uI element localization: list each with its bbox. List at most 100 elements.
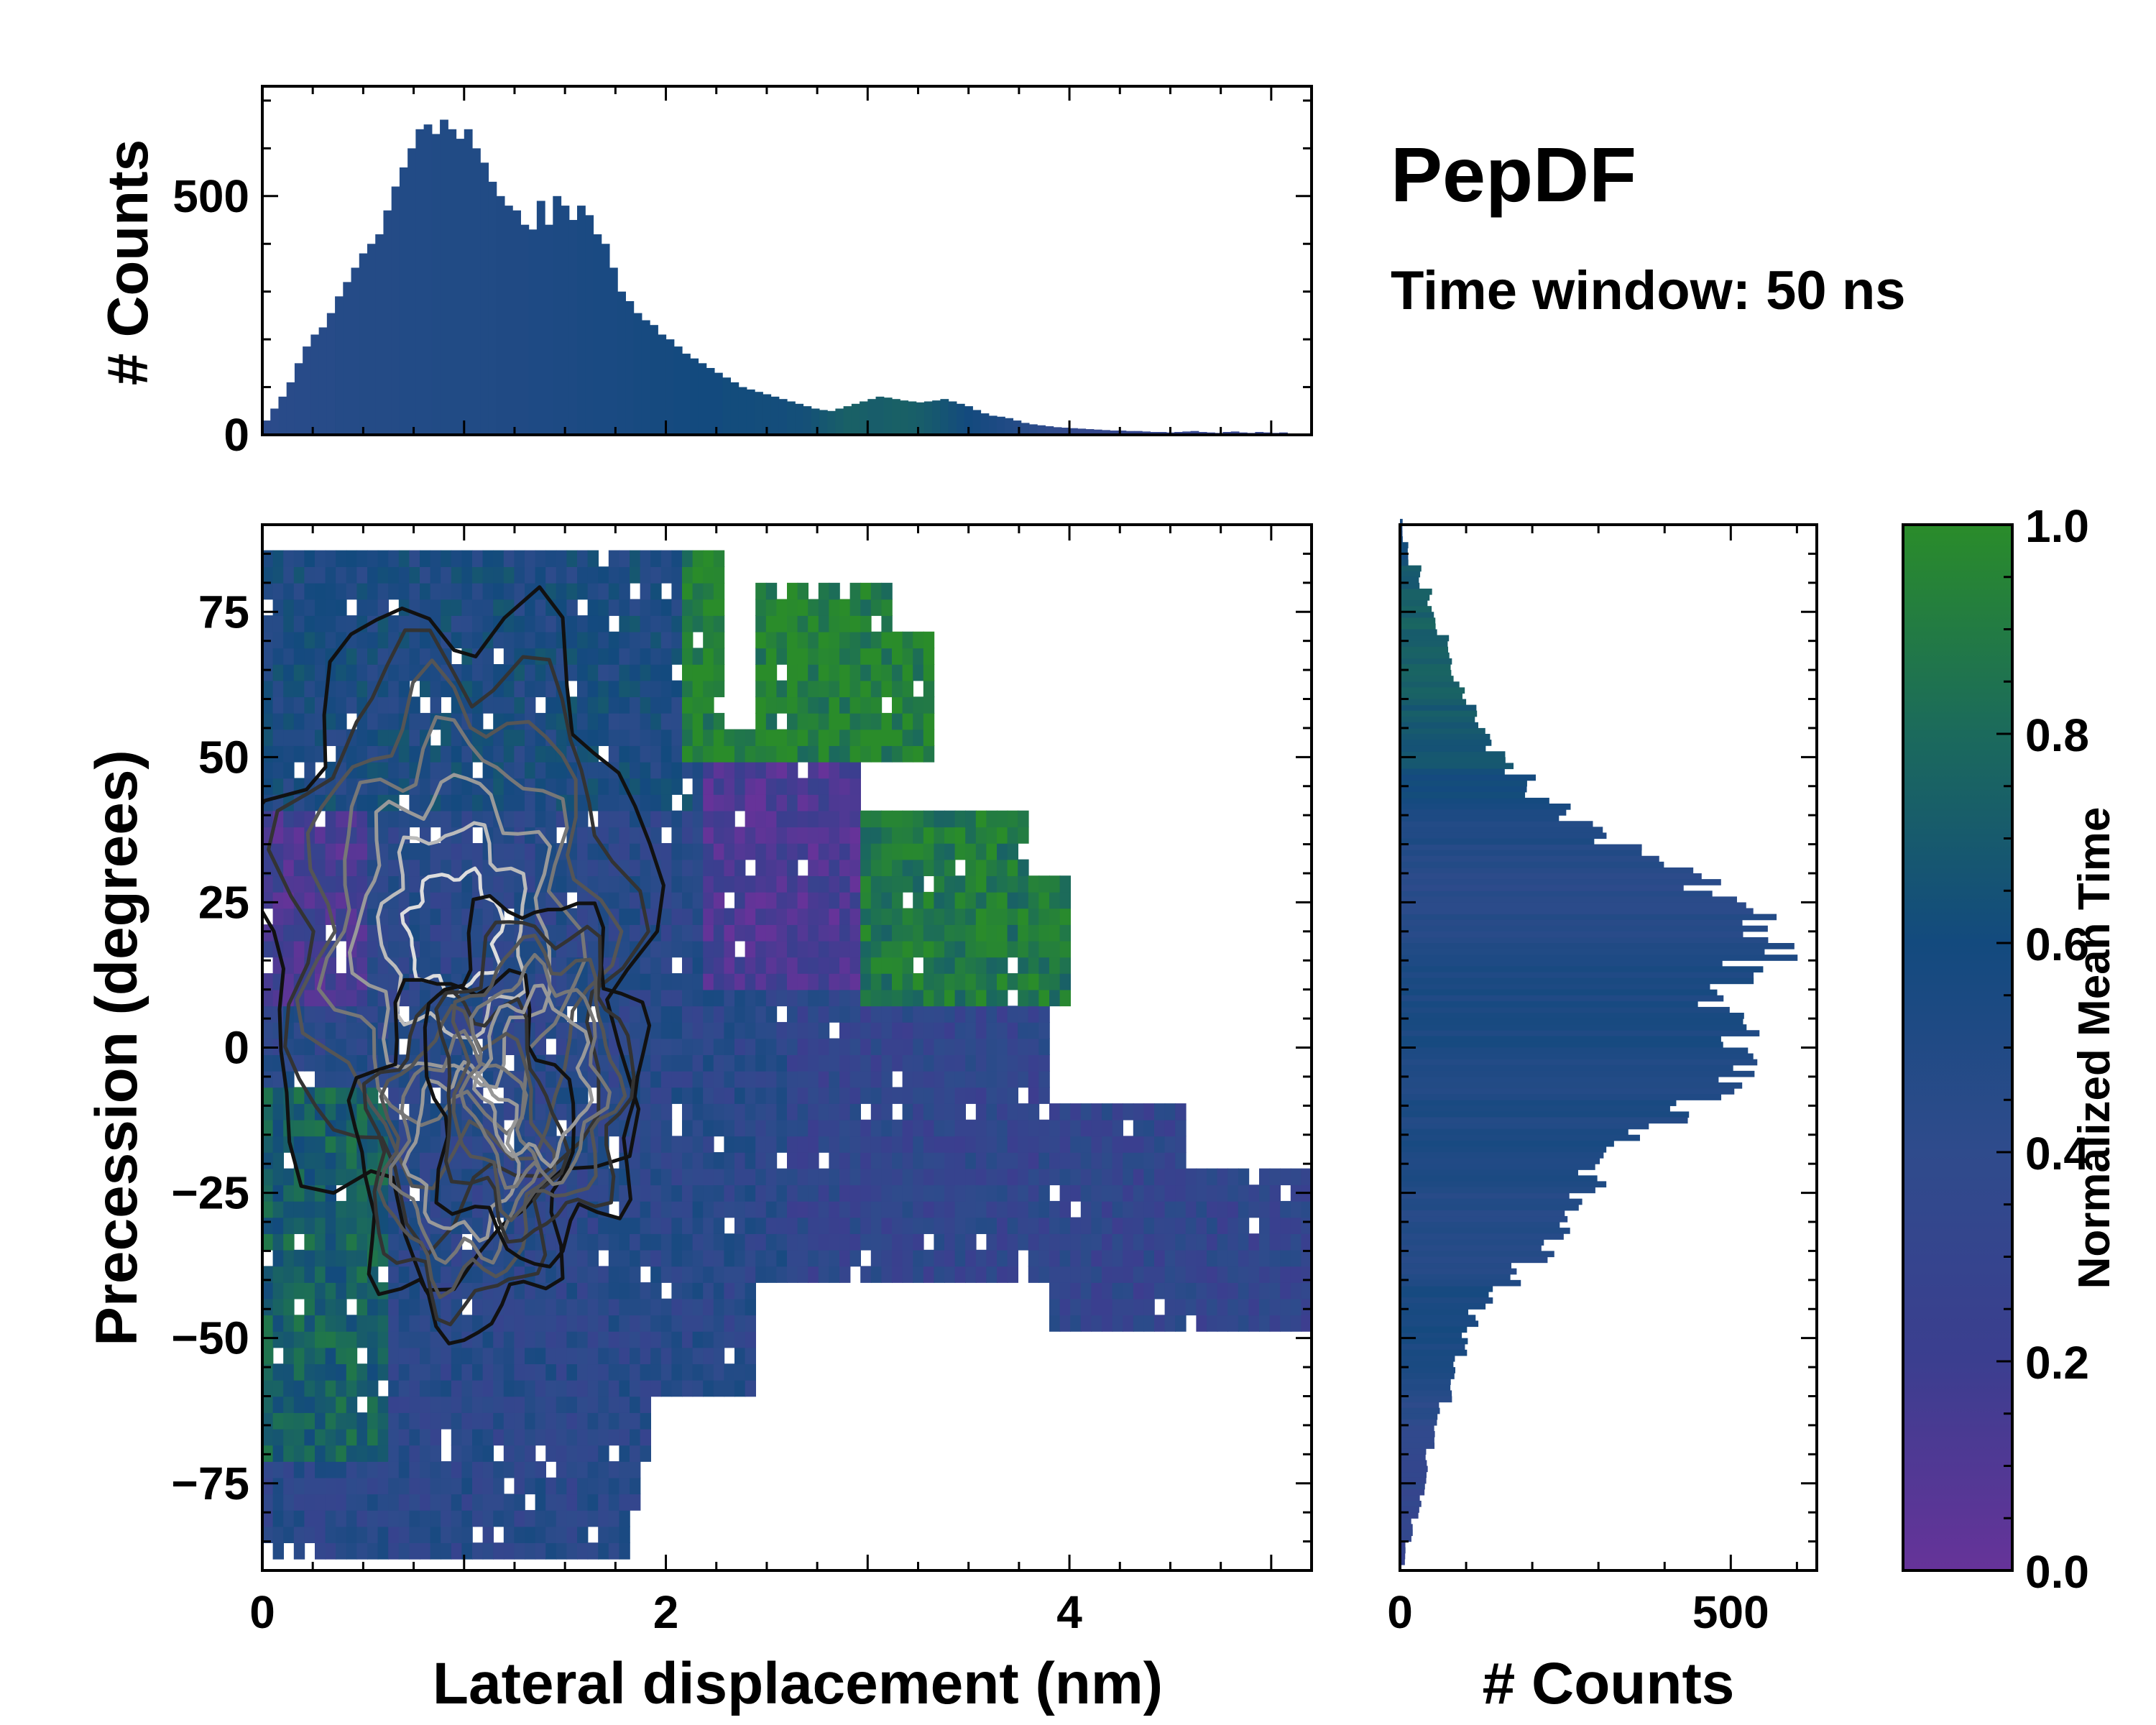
heatmap-cell	[293, 1428, 305, 1446]
heatmap-cell	[356, 1217, 368, 1234]
heatmap-cell	[1038, 1087, 1050, 1104]
right-histogram-bar	[1400, 1454, 1426, 1461]
heatmap-cell	[262, 891, 274, 909]
heatmap-cell	[818, 582, 830, 600]
heatmap-cell	[650, 1347, 662, 1365]
heatmap-cell	[902, 875, 913, 893]
heatmap-cell	[1164, 1282, 1176, 1300]
heatmap-cell	[283, 778, 295, 795]
heatmap-cell	[1080, 1136, 1092, 1153]
heatmap-cell	[892, 859, 903, 877]
heatmap-cell	[692, 1282, 704, 1300]
heatmap-cell	[420, 908, 431, 925]
heatmap-cell	[870, 1266, 883, 1283]
heatmap-cell	[293, 1315, 305, 1332]
heatmap-cell	[818, 599, 830, 616]
heatmap-cell	[745, 1038, 756, 1055]
heatmap-cell	[1175, 1184, 1187, 1202]
heatmap-cell	[787, 1038, 798, 1055]
heatmap-cell	[398, 1249, 410, 1267]
heatmap-cell	[640, 680, 651, 698]
heatmap-cell	[703, 827, 714, 844]
heatmap-cell	[860, 1087, 872, 1104]
heatmap-cell	[441, 712, 452, 730]
heatmap-cell	[660, 1347, 673, 1365]
colorbar-bar	[1902, 523, 2014, 1572]
heatmap-cell	[545, 1477, 557, 1495]
heatmap-cell	[692, 1233, 704, 1251]
heatmap-cell	[839, 1266, 851, 1283]
heatmap-cell	[787, 1006, 798, 1023]
heatmap-cell	[776, 1136, 788, 1153]
heatmap-cell	[975, 1217, 987, 1234]
heatmap-cell	[1175, 1168, 1187, 1186]
heatmap-cell	[870, 1168, 883, 1186]
heatmap-cell	[986, 1070, 998, 1088]
heatmap-cell	[1080, 1266, 1092, 1283]
heatmap-cell	[1280, 1233, 1291, 1251]
heatmap-cell	[892, 729, 903, 746]
heatmap-cell	[860, 1266, 872, 1283]
heatmap-cell	[472, 566, 484, 584]
heatmap-cell	[934, 1217, 945, 1234]
heatmap-cell	[619, 1542, 630, 1560]
heatmap-cell	[1269, 1233, 1281, 1251]
heatmap-cell	[671, 1282, 683, 1300]
heatmap-cell	[692, 924, 704, 942]
heatmap-cell	[934, 1021, 945, 1039]
heatmap-cell	[1007, 810, 1018, 828]
heatmap-cell	[671, 1363, 683, 1381]
heatmap-cell	[577, 1266, 589, 1283]
heatmap-cell	[336, 1038, 347, 1055]
heatmap-cell	[640, 778, 651, 795]
right-histogram-bar	[1400, 838, 1595, 845]
heatmap-cell	[1018, 1070, 1029, 1088]
heatmap-cell	[283, 1298, 295, 1316]
heatmap-cell	[755, 842, 767, 860]
heatmap-cell	[619, 1526, 630, 1543]
heatmap-cell	[1143, 1119, 1155, 1137]
heatmap-cell	[797, 891, 808, 909]
heatmap-cell	[944, 957, 956, 974]
right-histogram-bar	[1400, 582, 1420, 589]
heatmap-cell	[839, 842, 851, 860]
right-histogram-bar	[1400, 635, 1450, 642]
heatmap-cell	[1070, 1168, 1082, 1186]
heatmap-cell	[703, 648, 714, 665]
heatmap-cell	[650, 1249, 662, 1267]
heatmap-cell	[1207, 1217, 1218, 1234]
heatmap-cell	[272, 1168, 284, 1186]
heatmap-cell	[336, 794, 347, 811]
heatmap-cell	[293, 599, 305, 616]
heatmap-cell	[923, 1217, 935, 1234]
heatmap-cell	[545, 1379, 557, 1397]
heatmap-cell	[975, 842, 987, 860]
heatmap-cell	[315, 1347, 326, 1365]
heatmap-cell	[1018, 1184, 1029, 1202]
heatmap-cell	[787, 1200, 798, 1218]
heatmap-cell	[535, 745, 546, 763]
top-histogram-bar	[472, 148, 481, 435]
heatmap-cell	[660, 745, 673, 763]
heatmap-cell	[1290, 1200, 1302, 1218]
heatmap-cell	[765, 696, 778, 714]
heatmap-cell	[514, 1477, 525, 1495]
heatmap-cell	[325, 1477, 336, 1495]
heatmap-cell	[1248, 1298, 1260, 1316]
heatmap-cell	[1154, 1282, 1166, 1300]
heatmap-cell	[598, 891, 609, 909]
heatmap-cell	[818, 712, 830, 730]
heatmap-cell	[944, 973, 956, 990]
heatmap-cell	[818, 1136, 830, 1153]
right-histogram-bar	[1400, 1541, 1406, 1548]
colorbar-tick-label: 0.8	[2025, 709, 2089, 761]
heatmap-cell	[398, 1412, 410, 1430]
heatmap-cell	[367, 1298, 379, 1316]
heatmap-cell	[650, 1136, 662, 1153]
heatmap-cell	[388, 973, 400, 990]
colorbar-ticks: 0.00.20.40.60.81.0	[1996, 500, 2089, 1598]
heatmap-cell	[671, 631, 683, 649]
heatmap-cell	[650, 794, 662, 811]
heatmap-cell	[272, 1298, 284, 1316]
heatmap-cell	[997, 924, 1008, 942]
